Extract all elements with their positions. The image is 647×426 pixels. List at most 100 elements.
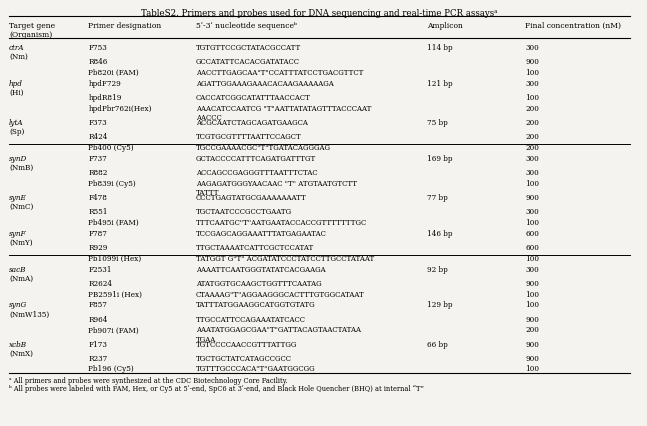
Text: Final concentration (nM): Final concentration (nM) bbox=[525, 22, 621, 29]
Text: TGTGTTCCGCTATACGCCATT: TGTGTTCCGCTATACGCCATT bbox=[196, 44, 301, 52]
Text: 5ʹ-3ʹ nucleotide sequenceᵇ: 5ʹ-3ʹ nucleotide sequenceᵇ bbox=[196, 22, 297, 29]
Text: 100: 100 bbox=[525, 179, 539, 187]
Text: (NmB): (NmB) bbox=[9, 164, 34, 172]
Text: TCCGAGCAGGAAATTTATGAGAATAC: TCCGAGCAGGAAATTTATGAGAATAC bbox=[196, 229, 327, 237]
Text: 66 bp: 66 bp bbox=[427, 340, 448, 348]
Text: hpdR819: hpdR819 bbox=[88, 94, 122, 102]
Text: 169 bp: 169 bp bbox=[427, 155, 452, 162]
Text: 900: 900 bbox=[525, 340, 539, 348]
Text: synD: synD bbox=[9, 155, 27, 162]
Text: 200: 200 bbox=[525, 325, 539, 334]
Text: 300: 300 bbox=[525, 169, 539, 176]
Text: R929: R929 bbox=[88, 243, 107, 251]
Text: TATGGT G"T" ACGATATCCCTATCCTTGCCTATAAT: TATGGT G"T" ACGATATCCCTATCCTTGCCTATAAT bbox=[196, 254, 374, 262]
Text: 300: 300 bbox=[525, 265, 539, 273]
Text: Pb839i (Cy5): Pb839i (Cy5) bbox=[88, 179, 136, 187]
Text: 900: 900 bbox=[525, 315, 539, 323]
Text: lytA: lytA bbox=[9, 119, 24, 127]
Text: PB2591i (Hex): PB2591i (Hex) bbox=[88, 290, 142, 298]
Text: GCCATATTCACACGATATACC: GCCATATTCACACGATATACC bbox=[196, 58, 300, 66]
Text: Target gene
(Organism): Target gene (Organism) bbox=[9, 22, 55, 39]
Text: 300: 300 bbox=[525, 207, 539, 216]
Text: AAATATGGAGCGAA"T"GATTACAGTAACTATAA
TGAA: AAATATGGAGCGAA"T"GATTACAGTAACTATAA TGAA bbox=[196, 325, 361, 343]
Text: 146 bp: 146 bp bbox=[427, 229, 452, 237]
Text: GCTACCCCATTTCAGATGATTTGT: GCTACCCCATTTCAGATGATTTGT bbox=[196, 155, 316, 162]
Text: (NmA): (NmA) bbox=[9, 274, 33, 282]
Text: 100: 100 bbox=[525, 365, 539, 373]
Text: TTTCAATGC"T"AATGAATACCACCGTTTTTTTGC: TTTCAATGC"T"AATGAATACCACCGTTTTTTTGC bbox=[196, 219, 367, 226]
Text: 200: 200 bbox=[525, 144, 539, 152]
Text: AAACATCCAATCG "T"AATTATATAGTTTACCCAAT
AACCC: AAACATCCAATCG "T"AATTATATAGTTTACCCAAT AA… bbox=[196, 105, 371, 122]
Text: 300: 300 bbox=[525, 44, 539, 52]
Text: Amplicon: Amplicon bbox=[427, 22, 463, 29]
Text: 92 bp: 92 bp bbox=[427, 265, 448, 273]
Text: F478: F478 bbox=[88, 193, 107, 201]
Text: 114 bp: 114 bp bbox=[427, 44, 453, 52]
Text: R964: R964 bbox=[88, 315, 107, 323]
Text: TGCCGAAAACGC"T"TGATACAGGGAG: TGCCGAAAACGC"T"TGATACAGGGAG bbox=[196, 144, 331, 152]
Text: hpdPbr762i(Hex): hpdPbr762i(Hex) bbox=[88, 105, 152, 112]
Text: TGCTAATCCCGCCTGAATG: TGCTAATCCCGCCTGAATG bbox=[196, 207, 292, 216]
Text: (Sp): (Sp) bbox=[9, 128, 25, 136]
Text: 300: 300 bbox=[525, 155, 539, 162]
Text: ATATGGTGCAAGCTGGTTTCAATAG: ATATGGTGCAAGCTGGTTTCAATAG bbox=[196, 279, 322, 287]
Text: R882: R882 bbox=[88, 169, 107, 176]
Text: AAGAGATGGGYAACAAC "T" ATGTAATGTCTT
TATTT: AAGAGATGGGYAACAAC "T" ATGTAATGTCTT TATTT bbox=[196, 179, 357, 196]
Text: ACCAGCCGAGGGTTTAATTTCTAC: ACCAGCCGAGGGTTTAATTTCTAC bbox=[196, 169, 318, 176]
Text: 77 bp: 77 bp bbox=[427, 193, 448, 201]
Text: TGCTGCTATCATAGCCGCC: TGCTGCTATCATAGCCGCC bbox=[196, 354, 292, 362]
Text: CACCATCGGCATATTTAACCACT: CACCATCGGCATATTTAACCACT bbox=[196, 94, 311, 102]
Text: synF: synF bbox=[9, 229, 27, 237]
Text: ctrA: ctrA bbox=[9, 44, 25, 52]
Text: R237: R237 bbox=[88, 354, 107, 362]
Text: R2624: R2624 bbox=[88, 279, 113, 287]
Text: 129 bp: 129 bp bbox=[427, 301, 452, 309]
Text: synE: synE bbox=[9, 193, 27, 201]
Text: TTGCTAAAATCATTCGCTCCATAT: TTGCTAAAATCATTCGCTCCATAT bbox=[196, 243, 314, 251]
Text: TCGTGCGTTTTAATTCCAGCT: TCGTGCGTTTTAATTCCAGCT bbox=[196, 133, 302, 141]
Text: (NmY): (NmY) bbox=[9, 239, 33, 246]
Text: CTAAAAG"T"AGGAAGGGCACTTTGTGGCATAAT: CTAAAAG"T"AGGAAGGGCACTTTGTGGCATAAT bbox=[196, 290, 365, 298]
Text: 900: 900 bbox=[525, 58, 539, 66]
Text: 100: 100 bbox=[525, 254, 539, 262]
Text: Pb907i (FAM): Pb907i (FAM) bbox=[88, 325, 139, 334]
Text: 100: 100 bbox=[525, 290, 539, 298]
Text: 121 bp: 121 bp bbox=[427, 80, 453, 88]
Text: (NmC): (NmC) bbox=[9, 203, 34, 211]
Text: 200: 200 bbox=[525, 105, 539, 112]
Text: 100: 100 bbox=[525, 94, 539, 102]
Text: Primer designation: Primer designation bbox=[88, 22, 162, 29]
Text: ACGCAATCTAGCAGATGAAGCA: ACGCAATCTAGCAGATGAAGCA bbox=[196, 119, 308, 127]
Text: ᵃ All primers and probes were synthesized at the CDC Biotechnology Core Facility: ᵃ All primers and probes were synthesize… bbox=[9, 376, 288, 384]
Text: 100: 100 bbox=[525, 301, 539, 309]
Text: Pb495i (FAM): Pb495i (FAM) bbox=[88, 219, 139, 226]
Text: AGATTGGAAAGAAACACAAGAAAAAGA: AGATTGGAAAGAAACACAAGAAAAAGA bbox=[196, 80, 334, 88]
Text: 75 bp: 75 bp bbox=[427, 119, 448, 127]
Text: 200: 200 bbox=[525, 119, 539, 127]
Text: F857: F857 bbox=[88, 301, 107, 309]
Text: AACCTTGAGCAA"T"CCATTTATCCTGACGTTCT: AACCTTGAGCAA"T"CCATTTATCCTGACGTTCT bbox=[196, 69, 363, 77]
Text: Pb1099i (Hex): Pb1099i (Hex) bbox=[88, 254, 142, 262]
Text: TGTCCCCAACCGTTTATTGG: TGTCCCCAACCGTTTATTGG bbox=[196, 340, 297, 348]
Text: F2531: F2531 bbox=[88, 265, 112, 273]
Text: 100: 100 bbox=[525, 69, 539, 77]
Text: R424: R424 bbox=[88, 133, 107, 141]
Text: F373: F373 bbox=[88, 119, 107, 127]
Text: F737: F737 bbox=[88, 155, 107, 162]
Text: (NmW135): (NmW135) bbox=[9, 310, 49, 318]
Text: 900: 900 bbox=[525, 193, 539, 201]
Text: AAAATTCAATGGGTATATCACGAAGA: AAAATTCAATGGGTATATCACGAAGA bbox=[196, 265, 325, 273]
Text: Pb400 (Cy5): Pb400 (Cy5) bbox=[88, 144, 134, 152]
Text: ᵇ All probes were labeled with FAM, Hex, or Cy5 at 5ʹ-end, SpC6 at 3ʹ-end, and B: ᵇ All probes were labeled with FAM, Hex,… bbox=[9, 384, 424, 392]
Text: xcbB: xcbB bbox=[9, 340, 27, 348]
Text: F173: F173 bbox=[88, 340, 107, 348]
Text: R551: R551 bbox=[88, 207, 108, 216]
Text: hpdF729: hpdF729 bbox=[88, 80, 121, 88]
Text: synG: synG bbox=[9, 301, 27, 309]
Text: hpd: hpd bbox=[9, 80, 23, 88]
Text: CCCTGAGTATGCGAAAAAAATT: CCCTGAGTATGCGAAAAAAATT bbox=[196, 193, 307, 201]
Text: Pb820i (FAM): Pb820i (FAM) bbox=[88, 69, 139, 77]
Text: 100: 100 bbox=[525, 219, 539, 226]
Text: sacB: sacB bbox=[9, 265, 27, 273]
Text: 200: 200 bbox=[525, 133, 539, 141]
